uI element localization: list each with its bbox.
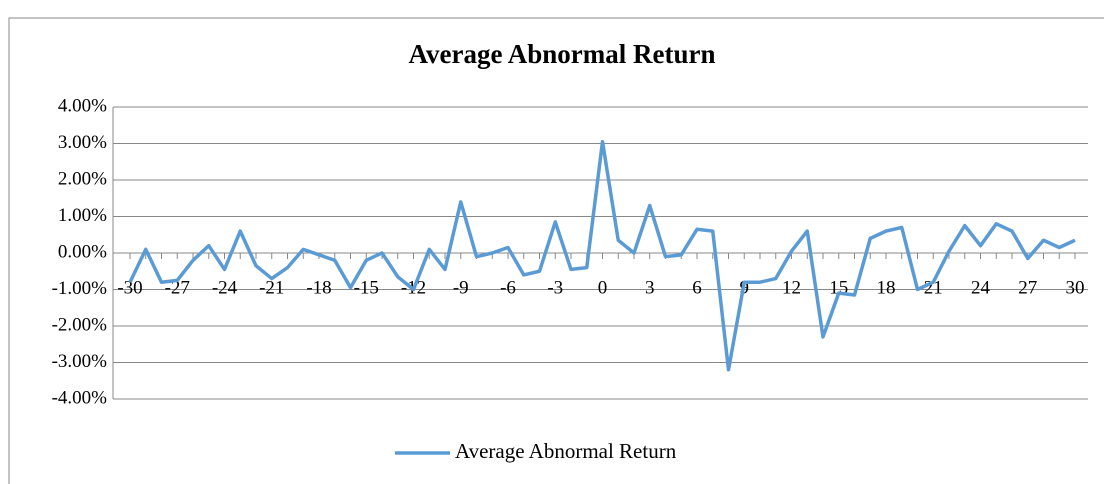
y-tick-label: 1.00% (58, 205, 107, 226)
x-tick-label: 24 (971, 277, 991, 298)
y-tick-label: 0.00% (58, 241, 107, 262)
x-tick-label: -6 (500, 277, 516, 298)
x-tick-label: -3 (547, 277, 563, 298)
x-tick-label: 6 (692, 277, 702, 298)
y-tick-label: 2.00% (58, 168, 107, 189)
y-tick-label: -2.00% (52, 314, 108, 335)
x-tick-label: -21 (259, 277, 284, 298)
x-tick-label: -15 (354, 277, 379, 298)
x-tick-label: -9 (453, 277, 469, 298)
x-tick-label: 12 (782, 277, 801, 298)
y-tick-label: -4.00% (52, 387, 108, 408)
chart-frame (8, 17, 1104, 484)
x-tick-label: -24 (212, 277, 238, 298)
y-tick-label: -3.00% (52, 351, 108, 372)
y-tick-label: 4.00% (58, 95, 107, 116)
x-tick-label: 0 (598, 277, 608, 298)
x-tick-label: -30 (117, 277, 142, 298)
data-line (128, 139, 1076, 372)
x-tick-label: 18 (877, 277, 896, 298)
x-tick-label: 3 (645, 277, 655, 298)
legend-label: Average Abnormal Return (455, 439, 677, 463)
y-tick-label: 3.00% (58, 132, 107, 153)
chart-title: Average Abnormal Return (409, 39, 716, 69)
x-tick-label: -18 (306, 277, 331, 298)
x-tick-label: 27 (1018, 277, 1037, 298)
x-tick-label: 30 (1066, 277, 1085, 298)
y-tick-label: -1.00% (52, 278, 108, 299)
